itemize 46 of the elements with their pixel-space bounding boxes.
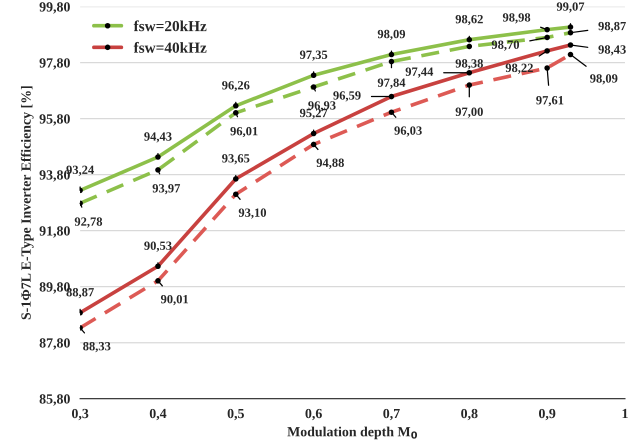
x-tick-label: 1 (622, 408, 628, 418)
x-tick-label: 0,8 (461, 408, 478, 420)
legend-label: fsw=20kHz (134, 20, 206, 32)
y-tick-label: 99,80 (40, 2, 70, 14)
data-label: 98,09 (378, 30, 406, 40)
data-label: 96,26 (222, 81, 250, 92)
data-label: 98,22 (506, 64, 533, 74)
data-label: 93,65 (222, 154, 250, 164)
x-axis-title: Modulation depth M$_{0}$ (287, 426, 418, 440)
data-label: 98,98 (502, 13, 530, 24)
x-tick-label: 0,3 (72, 408, 88, 420)
data-label: 96,03 (394, 126, 422, 137)
data-label: 98,43 (598, 45, 626, 56)
x-tick-label: 0,9 (538, 408, 556, 420)
y-tick-label: 87,80 (40, 338, 70, 350)
data-label: 98,70 (492, 40, 520, 51)
data-label: 97,44 (406, 67, 434, 78)
data-label: 90,01 (160, 294, 188, 306)
data-label: 97,35 (300, 50, 328, 61)
y-tick-label: 85,80 (40, 394, 70, 406)
x-tick-label: 0,7 (383, 408, 400, 420)
data-label: 88,33 (83, 342, 110, 352)
data-label: 93,10 (238, 208, 266, 219)
data-label: 92,78 (74, 217, 102, 228)
data-label: 99,07 (556, 2, 584, 13)
data-label: 96,01 (230, 126, 258, 138)
legend-label: fsw=40kHz (134, 42, 206, 53)
data-label: 94,43 (144, 132, 172, 143)
y-axis-title: S-1Φ7L E-Type Inverter Efficiency [%] (20, 86, 34, 320)
data-label: 96,59 (333, 91, 361, 102)
y-tick-label: 91,80 (40, 226, 70, 238)
data-label: 94,88 (316, 158, 344, 169)
data-label: 97,00 (456, 108, 483, 118)
y-tick-label: 95,80 (40, 114, 70, 126)
y-tick-label: 97,80 (40, 58, 70, 70)
data-label: 98,87 (598, 22, 626, 32)
data-label: 98,38 (456, 59, 483, 70)
data-label: 97,84 (378, 78, 406, 89)
data-label: 93,97 (152, 184, 180, 194)
x-tick-label: 0,4 (150, 408, 166, 420)
x-tick-label: 0,6 (305, 408, 322, 420)
data-label: 97,61 (536, 96, 564, 106)
data-label: 90,53 (144, 241, 172, 252)
data-label: 98,09 (590, 74, 618, 84)
data-label: 98,62 (456, 14, 483, 26)
x-tick-label: 0,5 (228, 408, 244, 420)
